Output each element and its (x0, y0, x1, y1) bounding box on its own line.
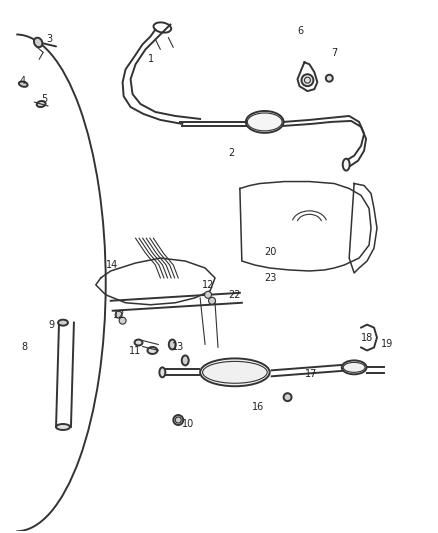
Ellipse shape (37, 101, 46, 107)
Text: 19: 19 (381, 340, 393, 350)
Text: 22: 22 (228, 290, 240, 300)
Ellipse shape (115, 311, 122, 318)
Ellipse shape (205, 292, 212, 298)
Ellipse shape (200, 358, 270, 386)
Ellipse shape (58, 320, 68, 326)
Text: 9: 9 (48, 320, 54, 329)
Text: 13: 13 (172, 343, 184, 352)
Ellipse shape (148, 347, 157, 354)
Text: 18: 18 (361, 333, 373, 343)
Text: 16: 16 (252, 402, 264, 412)
Text: 11: 11 (129, 346, 141, 357)
Ellipse shape (169, 340, 176, 350)
Text: 3: 3 (46, 35, 52, 44)
Ellipse shape (119, 317, 126, 324)
Text: 20: 20 (265, 247, 277, 257)
Text: 2: 2 (228, 148, 234, 158)
Ellipse shape (134, 340, 142, 345)
Ellipse shape (34, 38, 42, 47)
Text: 14: 14 (106, 260, 118, 270)
Text: 12: 12 (113, 310, 125, 320)
Ellipse shape (19, 82, 28, 87)
Ellipse shape (246, 111, 283, 133)
Ellipse shape (283, 393, 292, 401)
Text: 7: 7 (331, 49, 338, 58)
Ellipse shape (342, 360, 367, 374)
Text: 8: 8 (21, 343, 28, 352)
Ellipse shape (208, 297, 215, 304)
Text: 1: 1 (148, 54, 155, 64)
Text: 6: 6 (297, 27, 304, 36)
Ellipse shape (159, 367, 165, 377)
Text: 5: 5 (41, 94, 47, 104)
Text: 4: 4 (19, 76, 25, 86)
Ellipse shape (343, 159, 350, 171)
Ellipse shape (326, 75, 333, 82)
Ellipse shape (173, 415, 183, 425)
Ellipse shape (301, 74, 314, 86)
Text: 10: 10 (182, 419, 194, 429)
Text: 12: 12 (202, 280, 215, 290)
Ellipse shape (182, 356, 189, 365)
Text: 23: 23 (265, 273, 277, 283)
Ellipse shape (56, 424, 70, 430)
Text: 17: 17 (304, 369, 317, 379)
